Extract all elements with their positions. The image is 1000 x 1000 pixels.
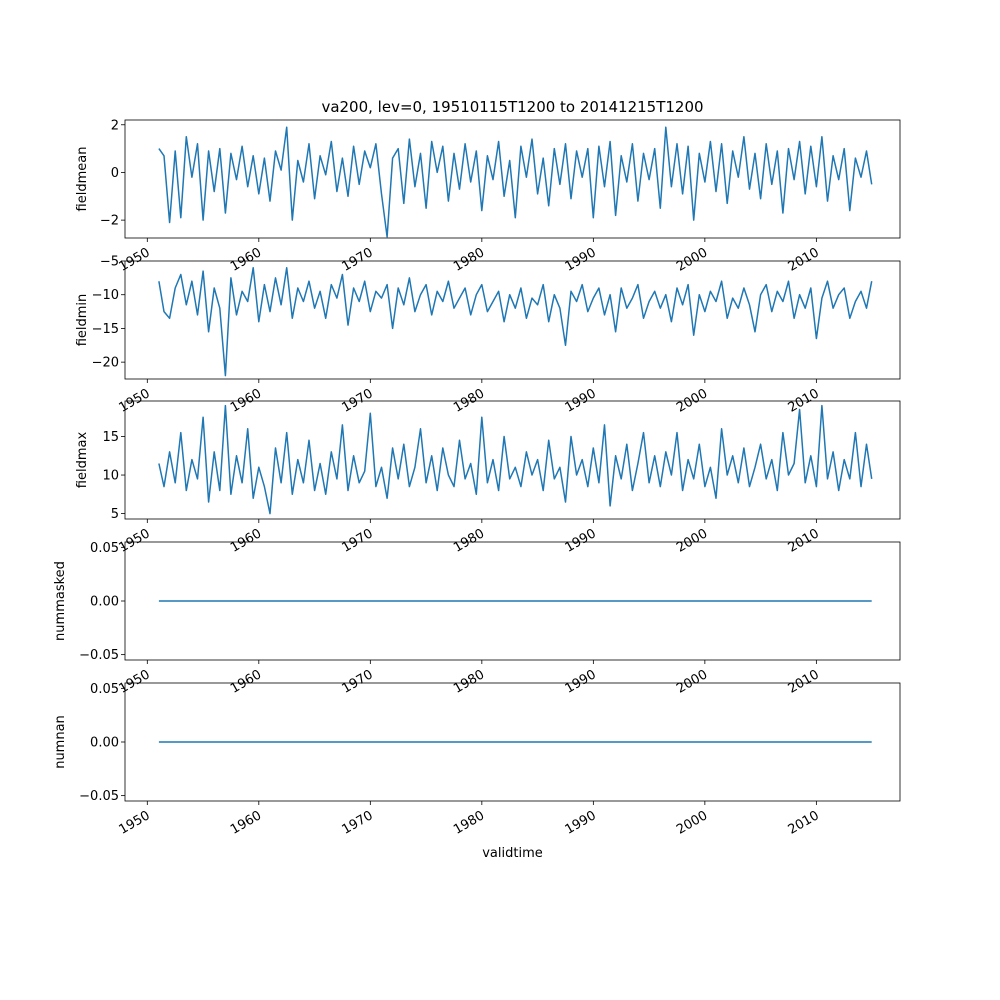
y-tick-label: 0 [111, 166, 119, 181]
y-tick-label: 10 [102, 469, 119, 484]
y-tick-label: −2 [100, 214, 119, 229]
y-tick-label: −0.05 [79, 789, 119, 804]
y-tick-label: 0.00 [90, 595, 119, 610]
y-tick-label: 0.05 [90, 682, 119, 697]
plot-frame [124, 119, 901, 239]
y-tick-label: 15 [102, 430, 119, 445]
plot-frame [124, 260, 901, 380]
y-axis-label: numnan [53, 715, 68, 769]
y-tick-label: −10 [92, 288, 119, 303]
y-tick-label: −0.05 [79, 648, 119, 663]
y-tick-label: 0.05 [90, 541, 119, 556]
y-tick-label: −5 [100, 255, 119, 270]
y-tick-label: 0.00 [90, 736, 119, 751]
y-axis-label: nummasked [53, 561, 68, 641]
series-line-fieldmax [158, 404, 873, 515]
y-tick-label: 5 [111, 507, 119, 522]
chart-title: va200, lev=0, 19510115T1200 to 20141215T… [321, 98, 703, 116]
x-axis-label: validtime [482, 846, 543, 861]
y-axis-label: fieldmin [75, 294, 90, 347]
y-tick-label: −15 [92, 322, 119, 337]
series-line-fieldmean [158, 126, 873, 238]
y-axis-label: fieldmax [75, 432, 90, 489]
plot-frame [124, 400, 901, 520]
series-line-fieldmin [158, 266, 873, 377]
y-tick-label: −20 [92, 356, 119, 371]
y-axis-label: fieldmean [75, 147, 90, 212]
y-tick-label: 2 [111, 118, 119, 133]
